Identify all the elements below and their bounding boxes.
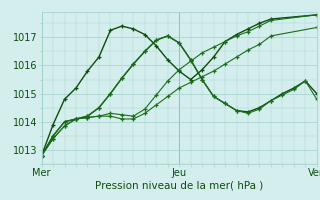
- X-axis label: Pression niveau de la mer( hPa ): Pression niveau de la mer( hPa ): [95, 181, 263, 191]
